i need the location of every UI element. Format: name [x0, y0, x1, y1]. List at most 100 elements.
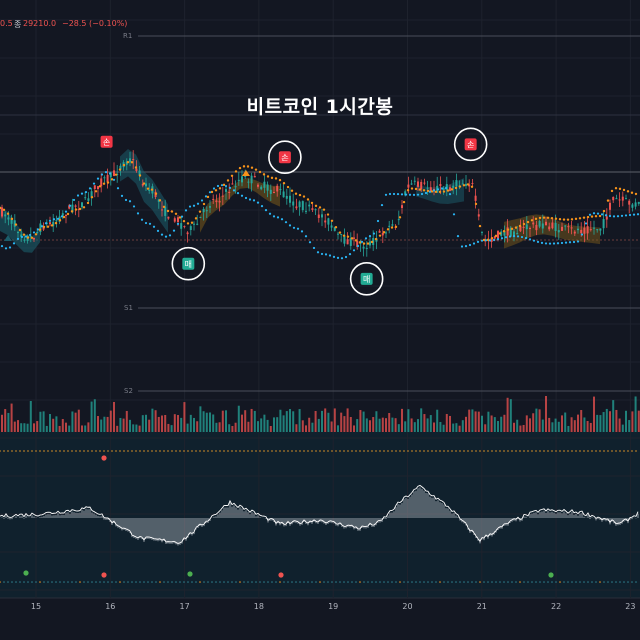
ma-orange-point — [302, 195, 306, 198]
oscillator-panel — [0, 455, 639, 583]
signal-dot-line — [15, 581, 17, 583]
signal-dot-line — [263, 581, 265, 583]
volume-ma-point — [275, 450, 277, 452]
volume-ma-point — [267, 450, 269, 452]
volume-bar — [589, 422, 592, 432]
signal-dot-line — [443, 581, 445, 583]
volume-ma-point — [351, 450, 353, 452]
ma-orange-point — [418, 188, 422, 191]
ma-cyan-point — [180, 215, 184, 218]
ma-cyan-point — [504, 236, 508, 239]
candle-body — [407, 184, 410, 188]
candle-body — [589, 229, 592, 231]
candle-body — [423, 182, 426, 184]
ma-cyan-point — [44, 222, 48, 225]
ma-cyan-point — [76, 194, 80, 197]
ma-orange-point — [274, 177, 278, 180]
volume-bar — [487, 411, 490, 432]
volume-bar — [157, 416, 160, 432]
candle-body — [193, 223, 195, 225]
x-tick-label: 19 — [328, 602, 339, 611]
ma-orange-point — [38, 228, 42, 231]
candle-body — [311, 208, 314, 210]
ma-orange-point — [130, 161, 134, 164]
ma-cyan-point — [168, 234, 172, 237]
volume-ma-point — [155, 450, 157, 452]
signal-dot-line — [151, 581, 153, 583]
ma-orange-point — [534, 217, 538, 221]
volume-ma-point — [463, 450, 465, 452]
signal-dot-line — [303, 581, 305, 583]
volume-bar — [122, 418, 125, 432]
volume-bar — [138, 425, 141, 432]
candle-body — [189, 226, 192, 230]
signal-dot-line — [79, 581, 81, 583]
volume-bar — [369, 420, 371, 432]
volume-ma-point — [43, 450, 45, 452]
ma-cyan-point — [216, 184, 220, 188]
ma-cyan-point — [112, 178, 116, 181]
volume-ma-point — [415, 450, 417, 452]
signal-dot-line — [111, 581, 113, 583]
candle-body — [586, 226, 589, 234]
signal-dot-line — [511, 581, 513, 583]
volume-bar — [301, 420, 304, 432]
volume-bar — [295, 424, 298, 432]
volume-ma-point — [431, 450, 433, 452]
volume-ma-point — [347, 450, 349, 452]
volume-bar — [497, 421, 499, 432]
ma-orange-point — [294, 192, 298, 195]
signal-dot-line — [347, 581, 349, 583]
volume-bar — [260, 418, 263, 432]
volume-bar — [519, 425, 522, 432]
ma-cyan-point — [64, 210, 68, 213]
volume-bar — [618, 418, 621, 432]
signal-dot-line — [423, 581, 425, 583]
volume-bar — [196, 421, 199, 432]
sell-signal-marker: 손 — [268, 140, 302, 174]
ma-orange-point — [218, 187, 222, 190]
ma-cyan-point — [248, 198, 252, 201]
volume-ma-point — [67, 450, 69, 452]
ma-cyan-point — [280, 218, 284, 221]
ma-orange-point — [374, 237, 378, 241]
candle-body — [417, 181, 419, 187]
volume-ma-point — [623, 450, 625, 452]
volume-ma-point — [543, 450, 545, 452]
signal-dot-line — [143, 581, 145, 583]
volume-ma-point — [23, 450, 25, 452]
ma-orange-point — [2, 208, 6, 212]
volume-bar — [599, 415, 602, 432]
volume-bar — [372, 417, 375, 432]
ma-orange-point — [366, 242, 370, 245]
volume-bar — [631, 411, 634, 432]
volume-bar — [13, 421, 16, 432]
ma-cyan-point — [36, 228, 40, 231]
candle-body — [564, 225, 567, 227]
volume-ma-point — [611, 450, 613, 452]
volume-ma-point — [547, 450, 549, 452]
volume-ma-point — [583, 450, 585, 452]
volume-ma-point — [203, 450, 205, 452]
signal-dot-line — [127, 581, 129, 583]
signal-dot-line — [487, 581, 489, 583]
candle-body — [68, 205, 71, 209]
volume-ma-point — [455, 450, 457, 452]
volume-bar — [317, 418, 320, 432]
candle-body — [349, 238, 352, 246]
volume-bar — [545, 396, 547, 432]
volume-bar — [593, 396, 595, 432]
volume-bar — [100, 419, 103, 432]
signal-dot-line — [59, 581, 61, 583]
ma-orange-point — [142, 182, 146, 185]
volume-bar — [615, 409, 618, 432]
volume-ma-point — [87, 450, 89, 452]
ma-orange-point — [386, 228, 390, 231]
volume-bar — [541, 419, 544, 432]
volume-bar — [285, 411, 288, 432]
candle-body — [23, 239, 26, 241]
volume-bar — [455, 423, 458, 432]
volume-ma-point — [3, 450, 5, 452]
candle-body — [369, 241, 371, 246]
